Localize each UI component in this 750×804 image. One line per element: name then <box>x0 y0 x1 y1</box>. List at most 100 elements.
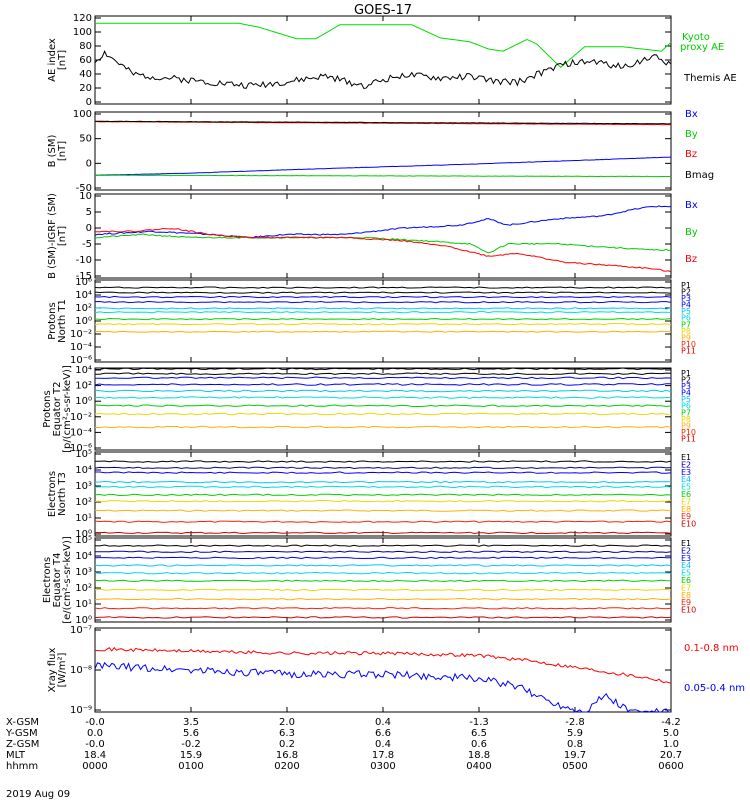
bottom-axis-value: 5.9 <box>567 728 583 739</box>
series-bx <box>94 156 672 176</box>
bottom-axis-value: -0.2 <box>181 739 201 750</box>
series-p3 <box>94 376 672 380</box>
legend-p4: P4 <box>681 301 691 310</box>
y-axis-label: [W/m²] <box>57 652 68 687</box>
legend-e7: E7 <box>681 583 691 592</box>
y-axis-label: [nT] <box>57 141 68 161</box>
series-p1 <box>94 367 671 371</box>
legend-kyoto: Kyoto <box>682 32 710 43</box>
bottom-axis-value: 16.8 <box>276 750 298 761</box>
y-tick-label: 10¹ <box>75 513 92 524</box>
legend-e5: E5 <box>681 569 691 578</box>
legend-e1: E1 <box>681 539 691 548</box>
bottom-axis-value: 6.3 <box>279 728 295 739</box>
y-axis-label: Equator T4 <box>52 553 63 608</box>
y-axis-label: [p/(cm²-s-sr-keV)] <box>62 365 73 453</box>
legend-p6: P6 <box>681 314 691 323</box>
panel-frame <box>94 15 672 105</box>
bottom-axis-value: -0.0 <box>85 717 105 728</box>
legend-e3: E3 <box>681 554 691 563</box>
series-e2 <box>94 466 672 470</box>
legend-p10: P10 <box>681 428 696 437</box>
series-e5 <box>94 485 672 489</box>
y-axis-label: Protons <box>47 302 58 339</box>
series-e4 <box>94 480 672 484</box>
legend-p9: P9 <box>681 333 691 342</box>
bottom-axis-value: 15.9 <box>180 750 202 761</box>
legend-p5: P5 <box>681 307 691 316</box>
y-tick-label: -5 <box>82 239 92 250</box>
bottom-axis-label: Z-GSM <box>6 739 39 750</box>
legend-bz: Bz <box>685 254 697 265</box>
y-tick-label: 0 <box>86 223 92 234</box>
y-tick-label: 10⁰ <box>75 396 92 407</box>
y-axis-label: Electrons <box>47 471 58 517</box>
y-tick-label: 10² <box>75 381 92 392</box>
y-tick-label: 10⁵ <box>75 535 92 546</box>
y-tick-label: 10⁴ <box>75 551 92 562</box>
legend-p10: P10 <box>681 340 696 349</box>
series-p6 <box>94 396 672 399</box>
legend-bx: Bx <box>685 109 698 120</box>
legend-p11: P11 <box>681 346 696 355</box>
bottom-axis-value: 0200 <box>274 761 299 772</box>
bottom-axis-value: -0.0 <box>85 739 105 750</box>
y-tick-label: 10¹ <box>75 599 92 610</box>
series-e10 <box>94 531 672 535</box>
y-tick-label: -50 <box>76 183 92 194</box>
bottom-axis-value: -4.2 <box>661 717 681 728</box>
series-p6 <box>94 311 672 314</box>
y-tick-label: 10⁰ <box>75 529 92 540</box>
legend-p3: P3 <box>681 294 691 303</box>
bottom-axis-value: 18.8 <box>468 750 490 761</box>
bottom-axis-value: -2.8 <box>565 717 585 728</box>
y-axis-label: [nT] <box>57 50 68 70</box>
y-tick-label: 50 <box>79 134 92 145</box>
series-bz <box>95 121 672 126</box>
y-axis-label: [nT] <box>57 226 68 246</box>
legend-p7: P7 <box>681 408 691 417</box>
legend-p1: P1 <box>681 369 691 378</box>
legend-p8: P8 <box>681 415 691 424</box>
bottom-axis-value: 0.0 <box>87 728 103 739</box>
series-p9 <box>94 330 672 333</box>
legend-p5: P5 <box>681 395 691 404</box>
y-tick-label: 10² <box>75 497 92 508</box>
y-tick-label: 10³ <box>75 481 92 492</box>
series-e9 <box>94 520 672 523</box>
y-tick-label: 120 <box>73 13 92 24</box>
bottom-axis-value: 0000 <box>82 761 107 772</box>
series-bz <box>95 228 672 273</box>
y-axis-label: North T1 <box>57 299 68 343</box>
bottom-axis-value: 1.0 <box>663 739 679 750</box>
legend-e4: E4 <box>681 561 691 570</box>
legend-e10: E10 <box>681 520 696 529</box>
legend-by: By <box>685 227 698 238</box>
y-tick-label: 10⁻⁴ <box>70 427 92 438</box>
y-axis-label: AE index <box>47 38 58 82</box>
legend-p9: P9 <box>681 421 691 430</box>
legend-0-1-0-8-nm: 0.1-0.8 nm <box>684 643 739 654</box>
bottom-axis-value: 5.6 <box>183 728 199 739</box>
bottom-axis-label: X-GSM <box>6 717 39 728</box>
bottom-axis-value: 19.7 <box>564 750 586 761</box>
plot-title: GOES-17 <box>354 3 412 18</box>
legend-e9: E9 <box>681 512 691 521</box>
panel-peq: 10⁴ 10² 10⁰ 10⁻² 10⁻⁴ 10⁻⁶ Protons Equator T2 [p… <box>42 365 696 454</box>
y-tick-label: 10⁵ <box>75 449 92 460</box>
series-p5 <box>94 389 672 393</box>
y-tick-label: 10² <box>75 303 92 314</box>
legend-p11: P11 <box>681 434 696 443</box>
panel-pnorth: 10⁶ 10⁴ 10² 10⁰ 10⁻² 10⁻⁴ 10⁻⁶ Protons North T1 P… <box>47 277 696 366</box>
y-tick-label: 60 <box>79 55 92 66</box>
y-tick-label: -15 <box>76 271 92 282</box>
series-e1 <box>94 460 672 463</box>
panel-eeq: 10⁵ 10⁴ 10³ 10² 10¹ 10⁰ Electrons Equator T4 [e/… <box>42 535 696 626</box>
y-tick-label: 10⁻² <box>70 412 92 423</box>
series-e3 <box>95 471 672 474</box>
panel-frame <box>94 537 672 623</box>
series-0-1-0-8-nm <box>95 646 672 684</box>
legend-e8: E8 <box>681 591 691 600</box>
y-axis-label: Electrons <box>42 557 53 603</box>
series-e8 <box>94 597 672 601</box>
